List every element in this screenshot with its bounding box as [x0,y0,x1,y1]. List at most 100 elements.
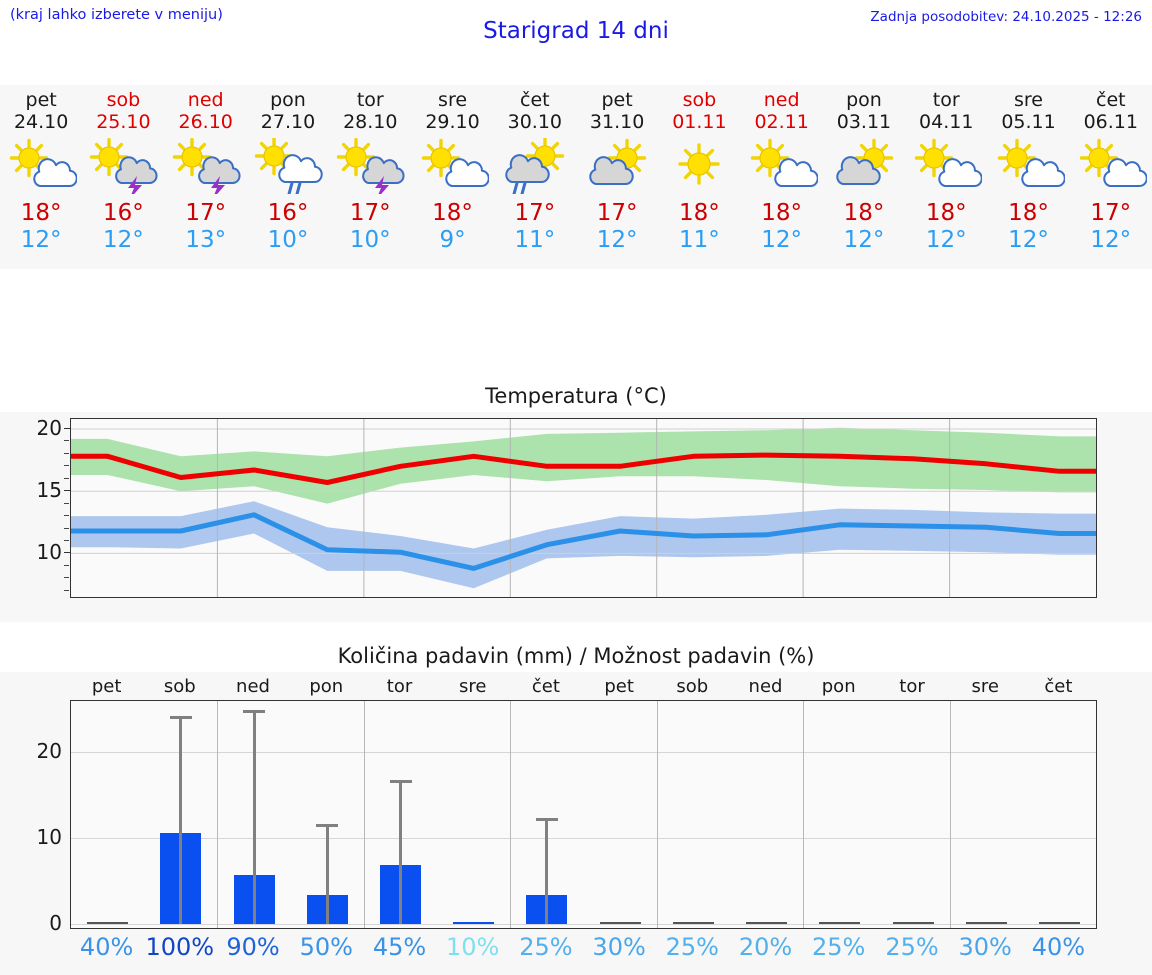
day-of-week-label: čet [1096,89,1126,111]
grid-line [510,701,512,928]
day-forecast-column[interactable]: tor 04.11 18° 12° [905,85,987,269]
max-temperature-label: 18° [1008,200,1049,226]
day-of-week-label: pet [25,89,57,111]
min-temperature-label: 12° [103,227,144,253]
min-temperature-label: 11° [514,227,556,253]
day-date-label: 05.11 [1001,111,1056,133]
precipitation-plot-area [70,700,1097,929]
day-of-week-label: tor [932,89,960,111]
min-temperature-label: 11° [679,227,720,253]
sun-cloud-storm-icon [87,138,159,194]
day-of-week-label: pon [270,89,306,111]
day-of-week-label: pon [846,89,882,111]
grid-line [949,701,951,928]
min-temperature-label: 10° [267,227,309,253]
precipitation-day-label: sob [163,676,196,697]
day-forecast-column[interactable]: pet 31.10 17° 12° [576,85,658,269]
min-temperature-label: 12° [761,227,803,253]
day-date-label: 25.10 [96,111,151,133]
axis-minor-tick [64,477,69,479]
max-temperature-label: 17° [185,200,227,226]
min-temperature-label: 12° [1008,227,1049,253]
max-temperature-label: 17° [514,200,556,226]
day-forecast-column[interactable]: sob 25.10 16° 12° [82,85,164,269]
day-date-label: 06.11 [1083,111,1138,133]
max-temperature-label: 18° [843,200,885,226]
precipitation-day-label: pet [91,676,122,697]
axis-minor-tick [64,465,69,467]
min-temperature-label: 10° [349,227,391,253]
precipitation-bar[interactable] [965,922,1007,924]
page-header: (kraj lahko izberete v meniju) Starigrad… [0,0,1152,48]
axis-minor-tick [64,577,69,579]
grid-line [71,752,1096,754]
axis-minor-tick [64,440,69,442]
day-forecast-column[interactable]: sre 29.10 18° 9° [411,85,493,269]
precipitation-bar[interactable] [599,922,641,924]
temperature-y-tick-label: 10 [36,540,62,565]
day-date-label: 01.11 [672,111,727,133]
day-forecast-column[interactable]: čet 06.11 17° 12° [1070,85,1152,269]
day-date-label: 27.10 [260,111,316,133]
max-temperature-label: 17° [349,200,391,226]
grid-line [363,701,365,928]
grid-line [71,923,1096,925]
cloud-sun-icon [828,138,900,194]
precipitation-day-label: pon [309,676,344,697]
precipitation-probability-label: 20% [738,933,793,961]
precipitation-day-label: tor [386,676,413,697]
grid-line [217,701,219,928]
grid-line [71,838,1096,840]
day-forecast-column[interactable]: ned 02.11 18° 12° [741,85,823,269]
day-forecast-column[interactable]: pon 27.10 16° 10° [247,85,329,269]
precipitation-probability-label: 25% [665,933,719,961]
day-date-label: 04.11 [919,111,974,133]
precipitation-bar[interactable] [819,922,861,924]
axis-minor-tick [64,589,69,591]
day-forecast-column[interactable]: čet 30.10 17° 11° [494,85,576,269]
axis-minor-tick [64,540,69,541]
sun-cloud-icon [1075,138,1147,194]
last-updated-label: Zadnja posodobitev: 24.10.2025 - 12:26 [870,9,1142,25]
sun-icon [663,138,735,194]
precipitation-bar[interactable] [453,921,495,924]
precipitation-day-label: sob [676,676,709,697]
sun-cloud-icon [5,138,78,194]
day-forecast-column[interactable]: ned 26.10 17° 13° [165,85,247,269]
day-forecast-column[interactable]: tor 28.10 17° 10° [329,85,411,269]
precipitation-probability-label: 90% [226,933,280,961]
menu-hint-label: (kraj lahko izberete v meniju) [10,7,223,23]
day-date-label: 28.10 [343,111,398,133]
error-bar-cap [389,779,412,783]
day-of-week-label: sre [438,89,468,111]
precipitation-bar[interactable] [892,922,934,924]
axis-tick [64,552,71,554]
axis-minor-tick [64,527,69,529]
day-date-label: 29.10 [425,111,480,133]
precipitation-bar[interactable] [1038,922,1080,924]
temperature-y-tick-label: 15 [36,478,62,503]
axis-tick [64,428,71,429]
precipitation-probability-label: 25% [519,933,573,961]
precipitation-bar[interactable] [672,922,714,924]
precipitation-bar[interactable] [87,922,129,924]
precipitation-y-tick-label: 20 [36,739,62,764]
precipitation-y-tick-label: 0 [49,910,62,935]
page-title: Starigrad 14 dni [483,18,669,44]
day-forecast-column[interactable]: sre 05.11 18° 12° [987,85,1069,269]
sun-cloud-storm-icon [170,138,242,194]
precipitation-day-label: sre [458,676,487,697]
day-of-week-label: ned [187,89,224,111]
temperature-chart-title: Temperatura (°C) [0,382,1152,412]
day-forecast-column[interactable]: pon 03.11 18° 12° [823,85,905,269]
axis-minor-tick [64,502,69,504]
day-forecast-column[interactable]: pet 24.10 18° 12° [0,85,82,269]
max-temperature-label: 18° [20,200,62,226]
precipitation-bar[interactable] [746,922,787,924]
grid-line [803,701,805,928]
precipitation-probability-label: 45% [372,933,427,961]
day-date-label: 03.11 [836,111,892,133]
day-forecast-column[interactable]: sob 01.11 18° 11° [658,85,740,269]
precipitation-day-label: ned [236,676,270,697]
